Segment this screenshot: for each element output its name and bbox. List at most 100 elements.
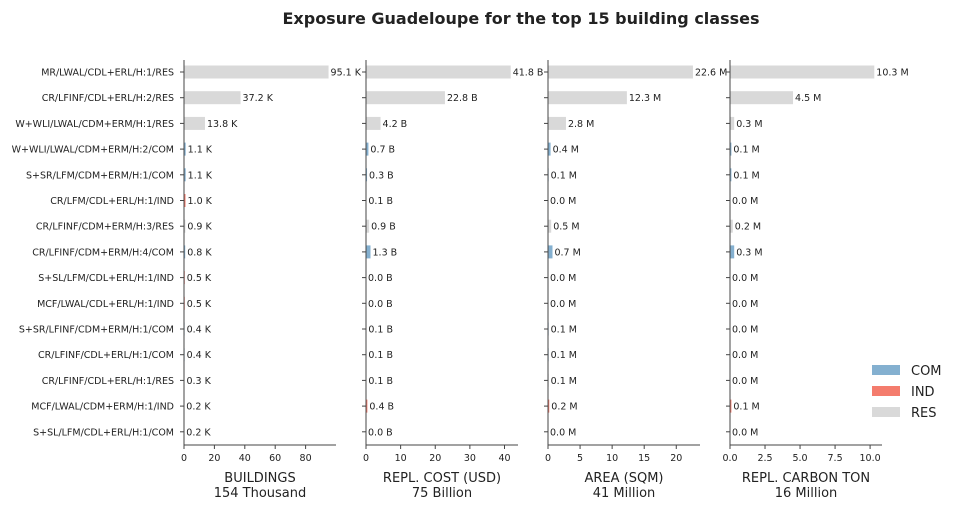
data-label: 0.9 B (371, 222, 396, 233)
data-label: 0.0 M (732, 427, 758, 438)
panel: 10.3 M 4.5 M 0.3 M 0.1 M 0.1 M 0.0 M 0.2 M 0.3 … (722, 60, 909, 501)
data-label: 0.0 M (732, 350, 758, 361)
bar (366, 245, 371, 259)
bar (548, 245, 553, 259)
data-label: 0.3 B (369, 170, 394, 181)
data-label: 0.0 B (368, 273, 393, 284)
data-label: 0.0 M (550, 427, 576, 438)
data-label: 0.3 M (736, 247, 762, 258)
data-label: 0.4 B (369, 402, 394, 413)
data-label: 0.0 M (732, 196, 758, 207)
data-label: 0.1 M (733, 145, 759, 156)
bar (730, 168, 732, 182)
data-label: 0.2 M (735, 222, 761, 233)
data-label: 0.0 M (732, 273, 758, 284)
x-tick-label: 40 (239, 453, 251, 464)
bar (366, 219, 370, 233)
data-label: 0.2 K (186, 402, 211, 413)
bar (730, 399, 732, 413)
legend-swatch (872, 407, 900, 417)
panel: 95.1 K 37.2 K 13.8 K 1.1 K 1.1 K 1.0 K 0.9 K 0.… (180, 60, 362, 501)
data-label: 0.9 K (187, 222, 212, 233)
data-label: 0.0 M (732, 376, 758, 387)
category-labels: MR/LWAL/CDL+ERL/H:1/RES CR/LFINF/CDL+ERL/… (12, 68, 174, 439)
x-tick-label: 0 (363, 453, 369, 464)
data-label: 1.1 K (188, 145, 213, 156)
data-label: 2.8 M (568, 119, 594, 130)
category-label: S+SL/LFM/CDL+ERL/H:1/IND (38, 273, 174, 284)
data-label: 0.5 M (553, 222, 579, 233)
category-label: CR/LFINF/CDL+ERL/H:1/COM (38, 350, 174, 361)
x-axis-label: AREA (SQM) (584, 471, 663, 486)
bar (366, 116, 381, 130)
legend-label: RES (911, 406, 937, 421)
bar (730, 116, 735, 130)
bar (548, 116, 566, 130)
data-label: 0.4 K (187, 350, 212, 361)
data-label: 0.0 B (368, 427, 393, 438)
data-label: 0.0 M (550, 299, 576, 310)
bar (184, 168, 186, 182)
x-tick-label: 2.5 (757, 453, 772, 464)
bar (366, 399, 368, 413)
legend: COM IND RES (872, 364, 942, 421)
bar (184, 116, 205, 130)
legend-swatch (872, 365, 900, 375)
category-label: CR/LFM/CDL+ERL/H:1/IND (50, 196, 174, 207)
bar (184, 142, 186, 156)
x-tick-label: 30 (464, 453, 476, 464)
data-label: 4.5 M (795, 93, 821, 104)
data-label: 0.0 M (732, 299, 758, 310)
bar (184, 219, 186, 233)
data-label: 13.8 K (207, 119, 238, 130)
x-tick-label: 20 (208, 453, 220, 464)
data-label: 0.4 K (187, 325, 212, 336)
data-label: 0.3 K (186, 376, 211, 387)
x-tick-label: 7.5 (828, 453, 843, 464)
data-label: 0.7 B (370, 145, 395, 156)
legend-label: COM (911, 364, 942, 379)
data-label: 0.1 M (733, 170, 759, 181)
x-tick-label: 60 (269, 453, 281, 464)
data-label: 12.3 M (629, 93, 661, 104)
data-label: 1.3 B (373, 247, 398, 258)
category-label: S+SR/LFINF/CDM+ERM/H:1/COM (19, 325, 174, 336)
data-label: 22.8 B (447, 93, 478, 104)
x-tick-label: 15 (638, 453, 650, 464)
category-label: MCF/LWAL/CDL+ERL/H:1/IND (37, 299, 174, 310)
data-label: 0.1 B (368, 196, 393, 207)
data-label: 0.0 M (550, 273, 576, 284)
data-label: 0.1 B (368, 325, 393, 336)
data-label: 0.7 M (554, 247, 580, 258)
category-label: CR/LFINF/CDL+ERL/H:1/RES (42, 376, 174, 387)
bar (730, 91, 794, 105)
category-label: W+WLI/LWAL/CDM+ERM/H:1/RES (15, 119, 174, 130)
data-label: 0.2 M (551, 402, 577, 413)
legend-swatch (872, 386, 900, 396)
panel: 22.6 M 12.3 M 2.8 M 0.4 M 0.1 M 0.0 M 0.5 M 0.7… (544, 60, 727, 501)
bar (548, 219, 552, 233)
data-label: 0.5 K (187, 299, 212, 310)
category-label: CR/LFINF/CDM+ERM/H:4/COM (32, 247, 174, 258)
data-label: 0.3 M (736, 119, 762, 130)
legend-label: IND (911, 385, 935, 400)
panel: 41.8 B 22.8 B 4.2 B 0.7 B 0.3 B 0.1 B 0.9 B 1.3… (362, 60, 543, 501)
category-label: S+SL/LFM/CDL+ERL/H:1/COM (33, 427, 174, 438)
x-tick-label: 20 (429, 453, 441, 464)
data-label: 1.0 K (188, 196, 213, 207)
bar (184, 245, 186, 259)
category-label: MR/LWAL/CDL+ERL/H:1/RES (41, 68, 174, 79)
bar (366, 91, 445, 105)
data-label: 0.0 M (550, 196, 576, 207)
data-label: 0.1 M (733, 402, 759, 413)
x-axis-label: BUILDINGS (224, 471, 295, 486)
category-label: MCF/LWAL/CDM+ERM/H:1/IND (31, 402, 174, 413)
x-axis-label: REPL. COST (USD) (383, 471, 501, 486)
x-tick-label: 5.0 (792, 453, 807, 464)
data-label: 0.1 M (551, 170, 577, 181)
panel-total-label: 75 Billion (412, 486, 472, 501)
data-label: 0.2 K (186, 427, 211, 438)
panel-total-label: 154 Thousand (214, 486, 307, 501)
data-label: 0.0 M (732, 325, 758, 336)
